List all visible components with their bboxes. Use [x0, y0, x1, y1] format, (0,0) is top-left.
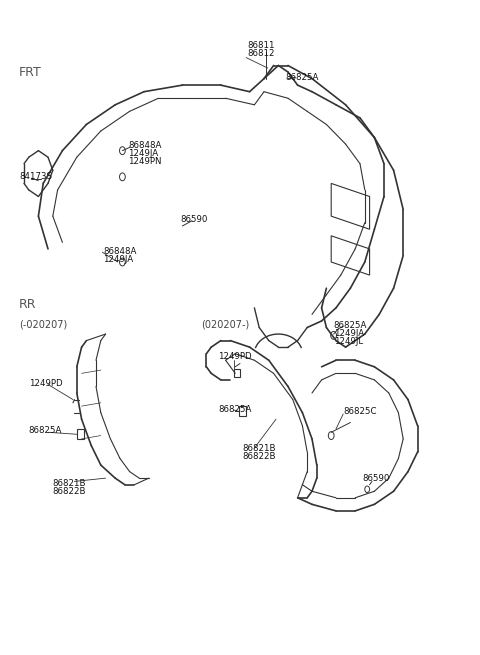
Text: 86848A: 86848A	[103, 247, 137, 256]
Text: 86811: 86811	[247, 41, 275, 50]
Text: 1249JA: 1249JA	[334, 329, 364, 338]
Text: 86822B: 86822B	[53, 487, 86, 496]
Text: 1249JL: 1249JL	[334, 337, 363, 346]
Text: 86848A: 86848A	[128, 141, 162, 150]
Text: 84173S: 84173S	[19, 172, 52, 181]
Text: 86590: 86590	[362, 474, 390, 483]
Text: 86825A: 86825A	[218, 405, 252, 414]
Text: 86821B: 86821B	[242, 444, 276, 453]
Text: RR: RR	[19, 298, 36, 311]
Text: 1249PD: 1249PD	[29, 379, 62, 388]
Text: 1249PD: 1249PD	[218, 352, 252, 362]
Text: 86825A: 86825A	[286, 73, 319, 82]
Text: 86825A: 86825A	[29, 426, 62, 436]
Text: (020207-): (020207-)	[202, 319, 250, 329]
Text: 86590: 86590	[180, 215, 207, 224]
Text: (-020207): (-020207)	[19, 319, 68, 329]
Text: 1249PN: 1249PN	[128, 157, 162, 166]
Text: 86822B: 86822B	[242, 452, 276, 461]
Text: 86825C: 86825C	[343, 407, 377, 416]
Text: FRT: FRT	[19, 66, 42, 79]
Text: 86812: 86812	[247, 49, 275, 58]
Text: 86821B: 86821B	[53, 479, 86, 488]
Text: 86825A: 86825A	[334, 321, 367, 330]
Text: 1249JA: 1249JA	[128, 149, 158, 158]
Text: 1249JA: 1249JA	[103, 255, 133, 264]
